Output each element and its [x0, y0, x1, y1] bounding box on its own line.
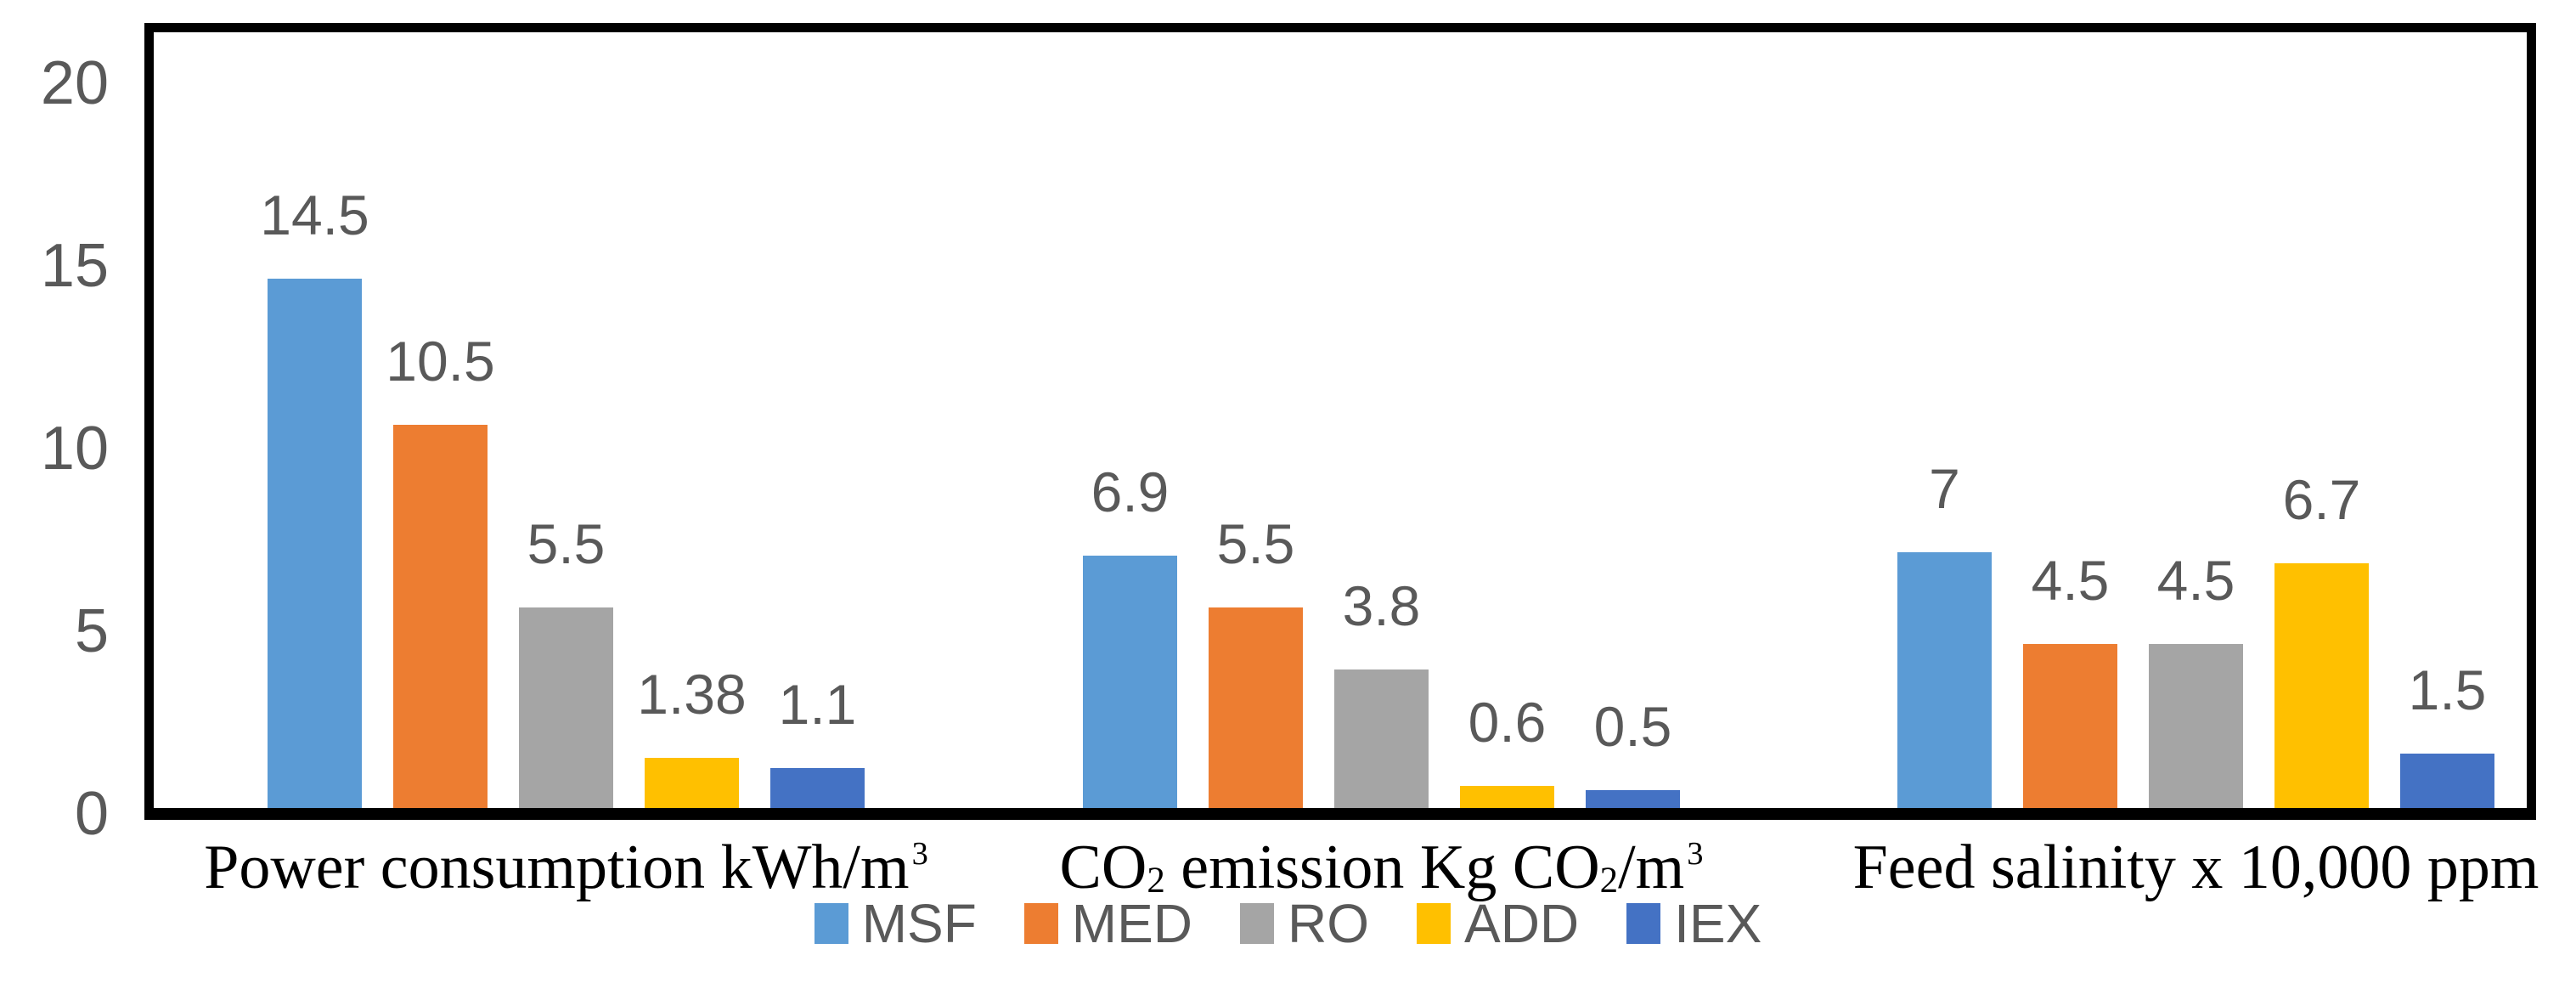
bar-wrap-msf-0: 14.5 [260, 32, 369, 808]
bar-value-label: 10.5 [386, 329, 495, 393]
bar-add [645, 757, 739, 808]
bar-value-label: 7 [1929, 457, 1960, 520]
legend-item-iex: IEX [1626, 896, 1761, 951]
bar-msf [1083, 556, 1177, 808]
legend: MSF MED RO ADD IEX [0, 896, 2576, 951]
legend-swatch-msf [814, 903, 848, 944]
legend-label: ADD [1464, 893, 1580, 954]
bar-value-label: 4.5 [2156, 548, 2235, 612]
legend-item-msf: MSF [814, 893, 977, 954]
legend-label: MSF [861, 893, 977, 954]
legend-item-add: ADD [1417, 896, 1579, 951]
y-axis: 0 5 10 15 20 [0, 32, 109, 845]
bar-wrap-add-0: 1.38 [637, 32, 747, 808]
bar-msf [268, 278, 362, 808]
bar-add [1460, 786, 1554, 808]
bar-value-label: 5.5 [527, 511, 606, 575]
plot-area: 14.5 10.5 5.5 1.38 1.1 6.9 5.5 3.8 0.6 0.5 7 4.5 4.5… [144, 23, 2536, 820]
bar-wrap-ro-2: 4.5 [2149, 32, 2243, 808]
category-axis: Power consumption kWh/m3 CO2 emission Kg … [154, 828, 2539, 930]
bar-group-1: 6.9 5.5 3.8 0.6 0.5 [1083, 32, 1680, 808]
category-label-2: Feed salinity x 10,000 ppm [1852, 833, 2539, 902]
bar-value-label: 4.5 [2031, 548, 2110, 612]
bar-wrap-msf-2: 7 [1897, 32, 1992, 808]
bar-group-0: 14.5 10.5 5.5 1.38 1.1 [260, 32, 865, 808]
bar-wrap-med-1: 5.5 [1209, 32, 1303, 808]
bar-group-2: 7 4.5 4.5 6.7 1.5 [1897, 32, 2494, 808]
legend-swatch-med [1023, 903, 1058, 944]
bar-value-label: 14.5 [260, 183, 369, 246]
y-axis-tick-label: 20 [40, 49, 109, 117]
category-label-0: Power consumption kWh/m3 [204, 833, 928, 902]
bar-wrap-med-0: 10.5 [386, 32, 495, 808]
bar-ro [519, 607, 613, 808]
bars-area: 14.5 10.5 5.5 1.38 1.1 6.9 5.5 3.8 0.6 0.5 7 4.5 4.5… [154, 32, 2527, 808]
legend-label: MED [1071, 893, 1193, 954]
bar-add [2274, 562, 2369, 808]
legend-swatch-ro [1240, 903, 1275, 944]
y-axis-tick-label: 10 [40, 415, 109, 483]
legend-item-med: MED [1023, 893, 1193, 954]
y-axis-tick-label: 5 [74, 597, 109, 665]
y-axis-tick-label: 0 [74, 780, 109, 848]
bar-wrap-ro-1: 3.8 [1334, 32, 1429, 808]
legend-swatch-add [1417, 903, 1451, 944]
y-axis-tick-label: 15 [40, 232, 109, 300]
bar-wrap-med-2: 4.5 [2023, 32, 2117, 808]
legend-item-ro: RO [1240, 896, 1369, 951]
bar-value-label: 0.6 [1468, 691, 1547, 754]
bar-value-label: 6.7 [2282, 467, 2361, 531]
bar-value-label: 6.9 [1091, 460, 1170, 524]
bar-ro [2149, 643, 2243, 808]
bar-value-label: 1.38 [637, 662, 747, 726]
legend-swatch-iex [1626, 903, 1661, 944]
legend-label: RO [1288, 893, 1370, 954]
bar-med [393, 424, 488, 808]
bar-med [1209, 607, 1303, 808]
bar-wrap-add-2: 6.7 [2274, 32, 2369, 808]
bar-value-label: 1.5 [2408, 658, 2487, 721]
bar-wrap-iex-1: 0.5 [1586, 32, 1680, 808]
bar-msf [1897, 552, 1992, 808]
bar-med [2023, 643, 2117, 808]
bar-wrap-add-1: 0.6 [1460, 32, 1554, 808]
bar-value-label: 0.5 [1593, 694, 1672, 758]
bar-value-label: 1.1 [778, 672, 857, 736]
category-label-1: CO2 emission Kg CO2/m3 [1059, 833, 1704, 902]
bar-value-label: 3.8 [1342, 573, 1421, 637]
bar-ro [1334, 669, 1429, 808]
bar-wrap-msf-1: 6.9 [1083, 32, 1177, 808]
bar-iex [1586, 789, 1680, 808]
legend-label: IEX [1674, 893, 1762, 954]
bar-wrap-ro-0: 5.5 [519, 32, 613, 808]
bar-value-label: 5.5 [1216, 511, 1295, 575]
bar-iex [770, 767, 865, 808]
bar-iex [2400, 753, 2494, 808]
bar-wrap-iex-2: 1.5 [2400, 32, 2494, 808]
bar-wrap-iex-0: 1.1 [770, 32, 865, 808]
